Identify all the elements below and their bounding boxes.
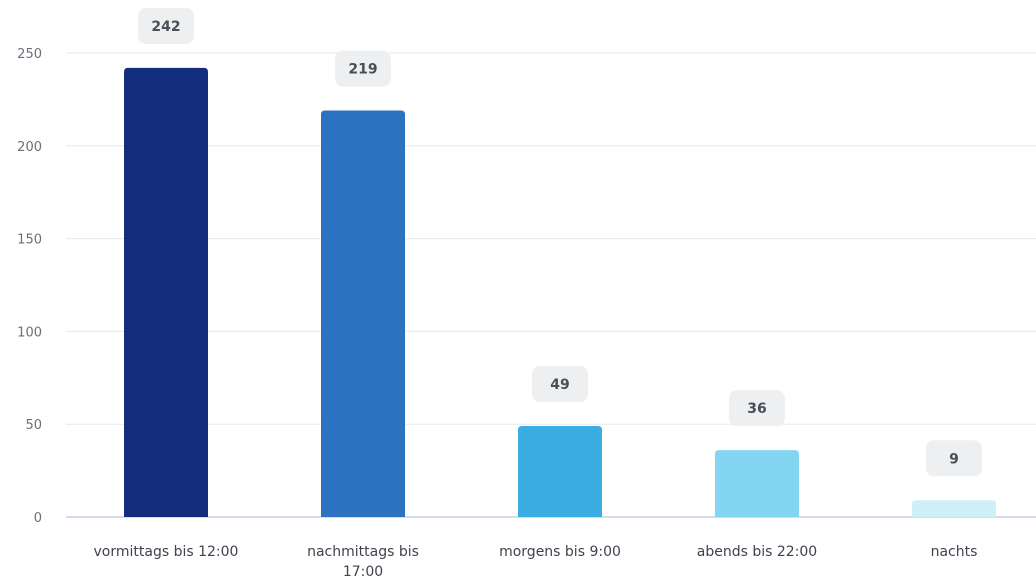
data-label-value: 9 xyxy=(949,451,959,467)
data-label-value: 219 xyxy=(348,62,377,78)
data-label: 242 xyxy=(138,7,194,44)
x-tick-label: nachts xyxy=(931,544,978,560)
x-axis-labels: vormittags bis 12:00 nachmittags bis 17:00… xyxy=(94,544,978,580)
x-tick-label: vormittags bis 12:00 xyxy=(94,544,239,560)
data-label: 36 xyxy=(729,390,785,427)
bar[interactable] xyxy=(124,67,208,518)
bars xyxy=(124,67,996,518)
data-label-box xyxy=(926,440,982,477)
bar[interactable] xyxy=(518,426,602,517)
y-tick-label: 50 xyxy=(25,418,42,433)
y-tick-label: 200 xyxy=(17,140,42,155)
data-label: 9 xyxy=(926,440,982,477)
data-label-box xyxy=(729,390,785,427)
x-tick-label: morgens bis 9:00 xyxy=(499,544,621,560)
gridlines xyxy=(66,52,1036,518)
y-tick-label: 150 xyxy=(17,233,42,248)
data-labels: 242 219 49 36 9 xyxy=(138,7,982,477)
data-label-box xyxy=(138,7,194,44)
y-axis-ticks: 0 50 100 150 200 250 xyxy=(17,47,42,526)
bar[interactable] xyxy=(715,450,799,517)
y-tick-label: 100 xyxy=(17,325,42,340)
y-tick-label: 250 xyxy=(17,47,42,62)
data-label-box xyxy=(335,50,391,87)
y-tick-label: 0 xyxy=(34,511,42,526)
bar[interactable] xyxy=(321,110,405,517)
data-label-value: 242 xyxy=(151,19,180,35)
data-label: 219 xyxy=(335,50,391,87)
data-label-box xyxy=(532,366,588,403)
data-label-value: 36 xyxy=(747,401,766,417)
x-tick-label: abends bis 22:00 xyxy=(697,544,817,560)
data-label: 49 xyxy=(532,366,588,403)
bar[interactable] xyxy=(912,500,996,517)
x-tick-label: nachmittags bis 17:00 xyxy=(307,544,419,580)
data-label-value: 49 xyxy=(550,377,569,393)
